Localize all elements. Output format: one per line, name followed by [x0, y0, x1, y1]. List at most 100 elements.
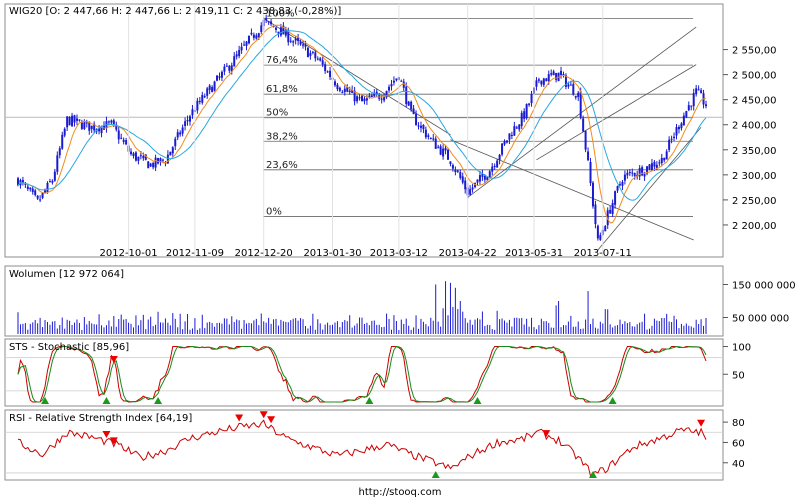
candle-body: [71, 115, 74, 127]
candle-body: [88, 121, 91, 131]
candle-body: [289, 40, 292, 42]
candle-body: [385, 90, 388, 98]
candle-body: [159, 158, 162, 162]
candle-body: [169, 151, 172, 156]
candle-body: [201, 94, 204, 103]
candle-body: [206, 88, 209, 96]
candle-body: [61, 134, 64, 149]
candle-body: [157, 158, 160, 164]
candle-body: [196, 100, 199, 111]
candle-body: [591, 182, 594, 207]
candle-body: [392, 80, 395, 83]
candle-body: [83, 122, 86, 129]
candle-body: [655, 164, 658, 169]
candle-body: [147, 161, 150, 169]
y-tick-label: 2 350,00: [732, 146, 777, 157]
buy-signal-marker: [588, 471, 597, 478]
price-panel-label: WIG20 [O: 2 447,66 H: 2 447,66 L: 2 419,…: [9, 6, 341, 17]
candle-body: [442, 148, 445, 157]
candle-body: [90, 125, 93, 130]
candle-body: [370, 95, 373, 97]
candle-body: [252, 34, 255, 38]
candle-body: [66, 116, 69, 128]
candle-body: [505, 140, 508, 143]
candle-body: [658, 162, 661, 164]
candle-body: [299, 41, 302, 45]
candle-body: [220, 71, 223, 78]
y-tick-label: 2 300,00: [732, 171, 777, 182]
candle-body: [112, 120, 115, 125]
candle-body: [228, 65, 231, 71]
x-tick-label: 2012-10-01: [100, 248, 158, 259]
candle-body: [223, 66, 226, 72]
candle-body: [587, 151, 590, 161]
buy-signal-marker: [608, 397, 617, 404]
y-tick-label: 100: [732, 343, 751, 354]
x-tick-label: 2013-07-11: [574, 248, 632, 259]
candle-body: [373, 93, 376, 97]
candle-body: [422, 124, 425, 130]
candle-body: [134, 152, 137, 161]
ma-short-line: [17, 24, 707, 224]
candle-body: [21, 179, 24, 183]
candle-body: [574, 95, 577, 98]
candle-body: [174, 138, 177, 147]
candle-body: [596, 225, 599, 239]
candle-body: [415, 113, 418, 126]
candle-body: [643, 173, 646, 177]
candle-body: [107, 121, 110, 123]
candle-body: [53, 171, 56, 181]
fib-level-label: 76,4%: [266, 55, 298, 66]
candle-body: [78, 119, 81, 121]
candle-body: [407, 101, 410, 106]
candle-body: [211, 86, 214, 93]
candle-body: [432, 138, 435, 140]
candle-body: [621, 181, 624, 186]
sell-signal-marker: [109, 437, 118, 445]
candle-body: [510, 134, 513, 136]
candle-body: [130, 151, 133, 155]
candle-body: [395, 78, 398, 81]
candle-body: [255, 35, 258, 39]
fib-level-label: 38,2%: [266, 131, 298, 142]
x-tick-label: 2013-03-12: [370, 248, 428, 259]
candle-body: [410, 101, 413, 110]
candle-body: [233, 56, 236, 67]
candle-body: [424, 129, 427, 138]
candle-body: [181, 127, 184, 134]
candle-body: [491, 166, 494, 172]
candle-body: [294, 38, 297, 41]
candle-body: [326, 71, 329, 73]
fib-level-label: 100%: [266, 9, 295, 20]
sell-signal-marker: [235, 414, 244, 422]
candle-body: [530, 93, 533, 104]
candle-body: [216, 75, 219, 81]
candle-body: [447, 149, 449, 160]
sell-signal-marker: [267, 416, 276, 424]
fib-level-label: 23,6%: [266, 160, 298, 171]
trend-line: [597, 126, 702, 251]
candle-body: [343, 88, 346, 93]
candle-body: [459, 172, 462, 178]
candle-body: [537, 79, 540, 81]
candle-body: [648, 164, 651, 170]
y-tick-label: 2 400,00: [732, 121, 777, 132]
candle-body: [243, 44, 246, 46]
candle-body: [333, 81, 336, 86]
x-tick-label: 2013-04-22: [439, 248, 497, 259]
candle-body: [560, 70, 563, 76]
candle-body: [26, 186, 29, 189]
candle-body: [51, 180, 54, 183]
footer-link[interactable]: http://stooq.com: [359, 487, 442, 498]
candle-body: [161, 159, 164, 161]
candle-body: [454, 169, 457, 172]
candle-body: [427, 135, 430, 138]
candle-body: [577, 92, 580, 98]
candle-body: [594, 204, 597, 224]
x-tick-label: 2012-11-09: [166, 248, 224, 259]
candle-body: [218, 76, 221, 78]
candle-body: [641, 167, 644, 176]
candle-body: [680, 123, 683, 129]
candle-body: [493, 165, 496, 167]
